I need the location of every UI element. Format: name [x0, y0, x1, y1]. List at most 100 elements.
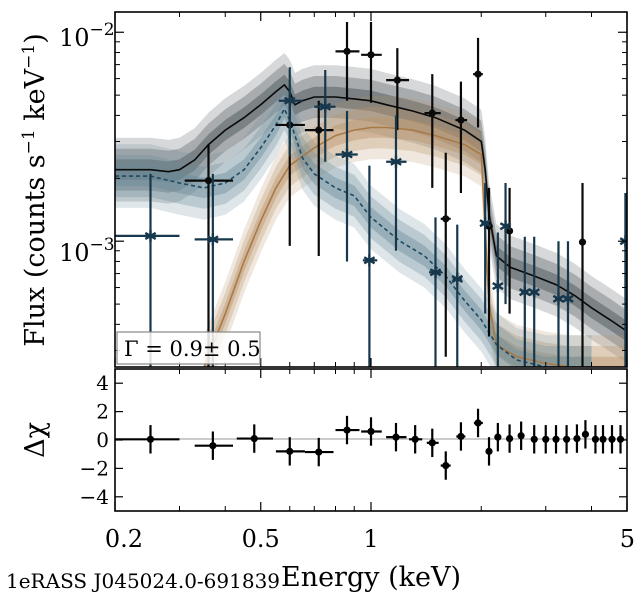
res-ytick-label-0: −4	[80, 485, 109, 509]
data-point-0-11	[505, 187, 514, 314]
star-marker-arm-2	[519, 288, 531, 297]
ylabel-exp2: −1	[19, 44, 39, 69]
star-marker	[207, 233, 219, 246]
data-point-0-7	[440, 152, 451, 357]
residual-marker	[442, 461, 450, 470]
data-point-1-5	[362, 165, 378, 367]
xtick-label-3: 5	[620, 525, 635, 553]
residual-marker	[146, 435, 155, 443]
residual-marker	[562, 435, 571, 443]
residual-marker	[552, 435, 560, 443]
data-point-1-14	[552, 241, 565, 367]
residual-point-26	[616, 425, 625, 454]
star-marker	[552, 292, 565, 305]
star-marker-arm-2	[207, 235, 219, 244]
model-band-0-1	[115, 63, 627, 353]
star-marker	[429, 266, 442, 279]
model-line-1	[203, 126, 627, 367]
residual-point-22	[581, 420, 590, 449]
residual-point-6	[361, 417, 382, 446]
star-marker	[528, 286, 540, 299]
residual-point-16	[517, 421, 525, 450]
residual-marker	[457, 432, 465, 441]
star-marker-arm-2	[479, 219, 491, 228]
dot-marker	[474, 70, 482, 78]
ytick-base-1: 10	[59, 24, 90, 52]
residual-marker	[209, 442, 217, 450]
residual-point-24	[599, 425, 607, 454]
star-marker	[283, 94, 296, 107]
model-band-2-2	[115, 98, 592, 367]
ytick-base-2: 10	[59, 239, 90, 267]
res-ytick-label-4: 4	[96, 371, 109, 395]
ylabel-exp1: −1	[19, 129, 39, 154]
star-marker-arm-2	[341, 150, 353, 159]
data-point-0-2	[304, 100, 334, 256]
flux-axis-label: Flux (counts s−1 keV−1)	[19, 33, 51, 347]
dot-marker	[428, 109, 436, 117]
residual-point-17	[530, 425, 538, 454]
model-band-1-1	[204, 106, 627, 367]
star-marker	[144, 229, 157, 242]
source-name-label: 1eRASS J045024.0-691839	[6, 569, 280, 593]
model-line-2	[115, 107, 592, 367]
residual-point-23	[591, 425, 600, 454]
residual-marker	[591, 435, 600, 443]
data-point-0-12	[578, 182, 587, 367]
residual-marker	[485, 447, 493, 455]
residual-marker	[530, 435, 538, 443]
residual-marker	[608, 435, 616, 443]
residual-marker	[474, 419, 482, 427]
model-band-1-0	[204, 95, 627, 367]
dot-marker	[367, 51, 375, 59]
star-marker-arm-2	[390, 157, 402, 166]
data-point-1-7	[429, 217, 442, 367]
ytick-label-major-1: 10−2	[59, 20, 115, 52]
star-marker	[363, 254, 376, 267]
star-marker-arm-2	[492, 282, 504, 291]
residual-marker	[315, 448, 323, 456]
star-marker	[479, 217, 491, 230]
star-marker-arm-2	[552, 294, 565, 303]
photon-index-legend-box	[116, 331, 261, 365]
ytick-exp-2: −3	[90, 235, 115, 255]
data-point-1-8	[451, 224, 464, 367]
model-curves	[115, 83, 627, 367]
residual-marker	[542, 435, 550, 443]
res-ytick-label-2: 0	[96, 428, 109, 452]
residual-point-12	[473, 408, 483, 438]
data-point-1-4	[335, 110, 358, 262]
residual-points	[115, 408, 625, 480]
residual-marker	[494, 433, 502, 441]
star-marker	[562, 292, 574, 305]
star-marker-arm-2	[528, 288, 540, 297]
residual-point-4	[304, 437, 334, 467]
residual-point-20	[562, 425, 571, 454]
residual-tick-labels: −4 −2 0 2 4	[80, 371, 109, 509]
star-marker-arm-2	[319, 102, 332, 111]
ylabel-mid: keV	[20, 68, 51, 129]
residual-point-10	[440, 451, 451, 480]
data-point-0-5	[386, 48, 410, 131]
residual-point-3	[275, 437, 305, 466]
data-point-0-0	[184, 144, 234, 367]
ylabel-end: )	[20, 33, 51, 44]
residual-point-14	[494, 422, 502, 452]
ylabel-main: Flux (counts s	[20, 154, 51, 346]
star-marker-arm-2	[363, 256, 376, 265]
energy-tick-labels: 0.2 0.5 1 5	[105, 525, 635, 553]
data-point-0-9	[473, 37, 483, 128]
star-marker	[499, 220, 512, 233]
xtick-label-2: 1	[363, 525, 378, 553]
residual-marker	[250, 434, 258, 443]
residual-marker	[343, 426, 351, 434]
residual-point-19	[552, 425, 560, 454]
data-point-1-12	[519, 236, 531, 367]
residual-marker	[581, 430, 590, 438]
star-marker	[492, 280, 504, 293]
model-band-2-1	[115, 87, 592, 367]
residual-point-18	[542, 425, 550, 454]
data-point-1-9	[479, 182, 491, 314]
residual-point-25	[608, 425, 616, 454]
residual-marker	[599, 435, 607, 443]
